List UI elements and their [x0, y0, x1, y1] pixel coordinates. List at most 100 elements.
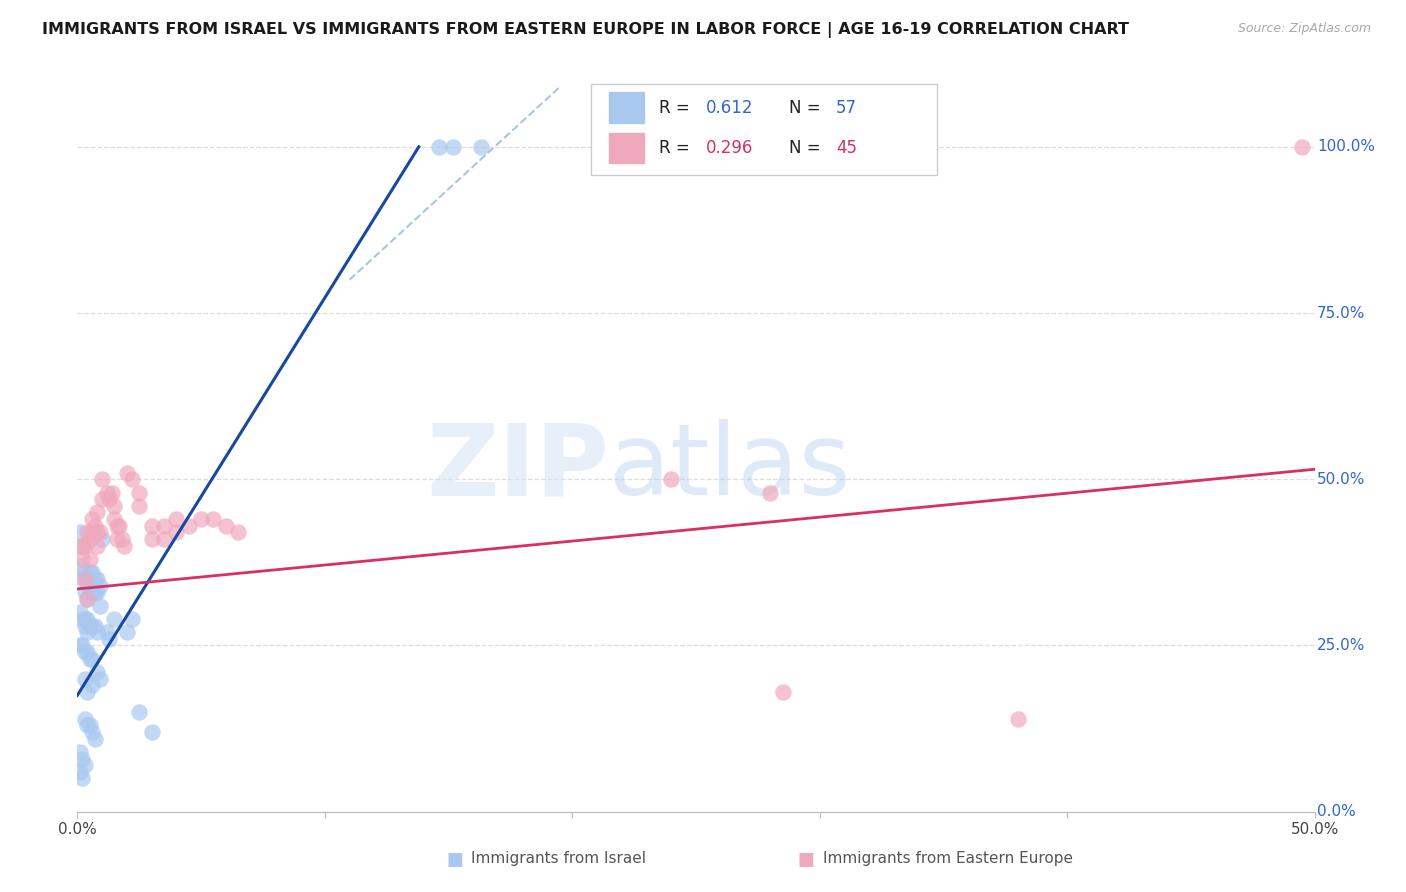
- Point: [427, 140, 450, 154]
- Point: [72, 751, 94, 765]
- Point: [76, 625, 98, 640]
- Point: [141, 518, 163, 533]
- Point: [73, 672, 96, 686]
- Point: [69, 525, 91, 540]
- Text: Source: ZipAtlas.com: Source: ZipAtlas.com: [1237, 22, 1371, 36]
- Point: [128, 485, 150, 500]
- Point: [759, 485, 782, 500]
- Point: [83, 618, 105, 632]
- Point: [96, 625, 118, 640]
- Text: 0.612: 0.612: [706, 98, 754, 117]
- Point: [86, 585, 108, 599]
- Point: [76, 718, 98, 732]
- Point: [121, 472, 143, 486]
- Point: [86, 539, 108, 553]
- Point: [69, 745, 91, 759]
- Point: [141, 532, 163, 546]
- Point: [73, 712, 96, 726]
- Point: [111, 532, 134, 546]
- Point: [96, 485, 118, 500]
- Point: [79, 618, 101, 632]
- FancyBboxPatch shape: [609, 92, 644, 123]
- Text: 45: 45: [835, 139, 856, 157]
- Point: [226, 525, 249, 540]
- Text: ▪: ▪: [446, 844, 464, 872]
- Point: [79, 585, 101, 599]
- Point: [69, 558, 91, 573]
- Point: [82, 585, 104, 599]
- Point: [121, 612, 143, 626]
- Text: ▪: ▪: [797, 844, 815, 872]
- Text: 0.0%: 0.0%: [1317, 805, 1355, 819]
- Point: [165, 525, 187, 540]
- Point: [72, 639, 94, 653]
- Text: R =: R =: [659, 98, 695, 117]
- Point: [141, 725, 163, 739]
- Point: [73, 539, 96, 553]
- Point: [103, 512, 125, 526]
- Point: [86, 625, 108, 640]
- Text: N =: N =: [789, 98, 825, 117]
- Point: [115, 625, 138, 640]
- Point: [83, 585, 105, 599]
- Point: [103, 499, 125, 513]
- Point: [86, 572, 108, 586]
- Point: [103, 612, 125, 626]
- Point: [76, 612, 98, 626]
- Point: [128, 705, 150, 719]
- Point: [115, 466, 138, 480]
- Point: [659, 472, 682, 486]
- Point: [73, 645, 96, 659]
- Text: 25.0%: 25.0%: [1317, 638, 1365, 653]
- Point: [69, 605, 91, 619]
- Text: atlas: atlas: [609, 419, 851, 516]
- Point: [202, 512, 225, 526]
- Text: N =: N =: [789, 139, 825, 157]
- Text: 100.0%: 100.0%: [1317, 139, 1375, 154]
- Point: [73, 612, 96, 626]
- Point: [165, 512, 187, 526]
- Point: [470, 140, 492, 154]
- Point: [105, 518, 128, 533]
- Point: [83, 731, 105, 746]
- Point: [101, 485, 124, 500]
- Point: [177, 518, 200, 533]
- Point: [79, 532, 101, 546]
- Point: [82, 512, 104, 526]
- Point: [82, 678, 104, 692]
- Point: [73, 572, 96, 586]
- Point: [76, 685, 98, 699]
- Point: [82, 525, 104, 540]
- Point: [89, 579, 111, 593]
- Point: [772, 685, 794, 699]
- Point: [83, 572, 105, 586]
- Point: [76, 645, 98, 659]
- FancyBboxPatch shape: [591, 84, 938, 176]
- Point: [79, 652, 101, 666]
- Text: 75.0%: 75.0%: [1317, 306, 1365, 320]
- Point: [72, 572, 94, 586]
- Point: [76, 572, 98, 586]
- Point: [89, 525, 111, 540]
- Point: [69, 764, 91, 779]
- Point: [215, 518, 238, 533]
- Point: [72, 539, 94, 553]
- Point: [86, 525, 108, 540]
- Point: [91, 492, 114, 507]
- Point: [98, 632, 121, 646]
- Text: ZIP: ZIP: [426, 419, 609, 516]
- Point: [76, 525, 98, 540]
- Point: [153, 518, 176, 533]
- Point: [76, 591, 98, 606]
- Point: [82, 725, 104, 739]
- Point: [73, 758, 96, 772]
- Point: [153, 532, 176, 546]
- Point: [91, 472, 114, 486]
- Point: [76, 591, 98, 606]
- Point: [73, 585, 96, 599]
- Point: [128, 499, 150, 513]
- Point: [69, 639, 91, 653]
- Point: [82, 618, 104, 632]
- Point: [72, 539, 94, 553]
- Point: [443, 140, 465, 154]
